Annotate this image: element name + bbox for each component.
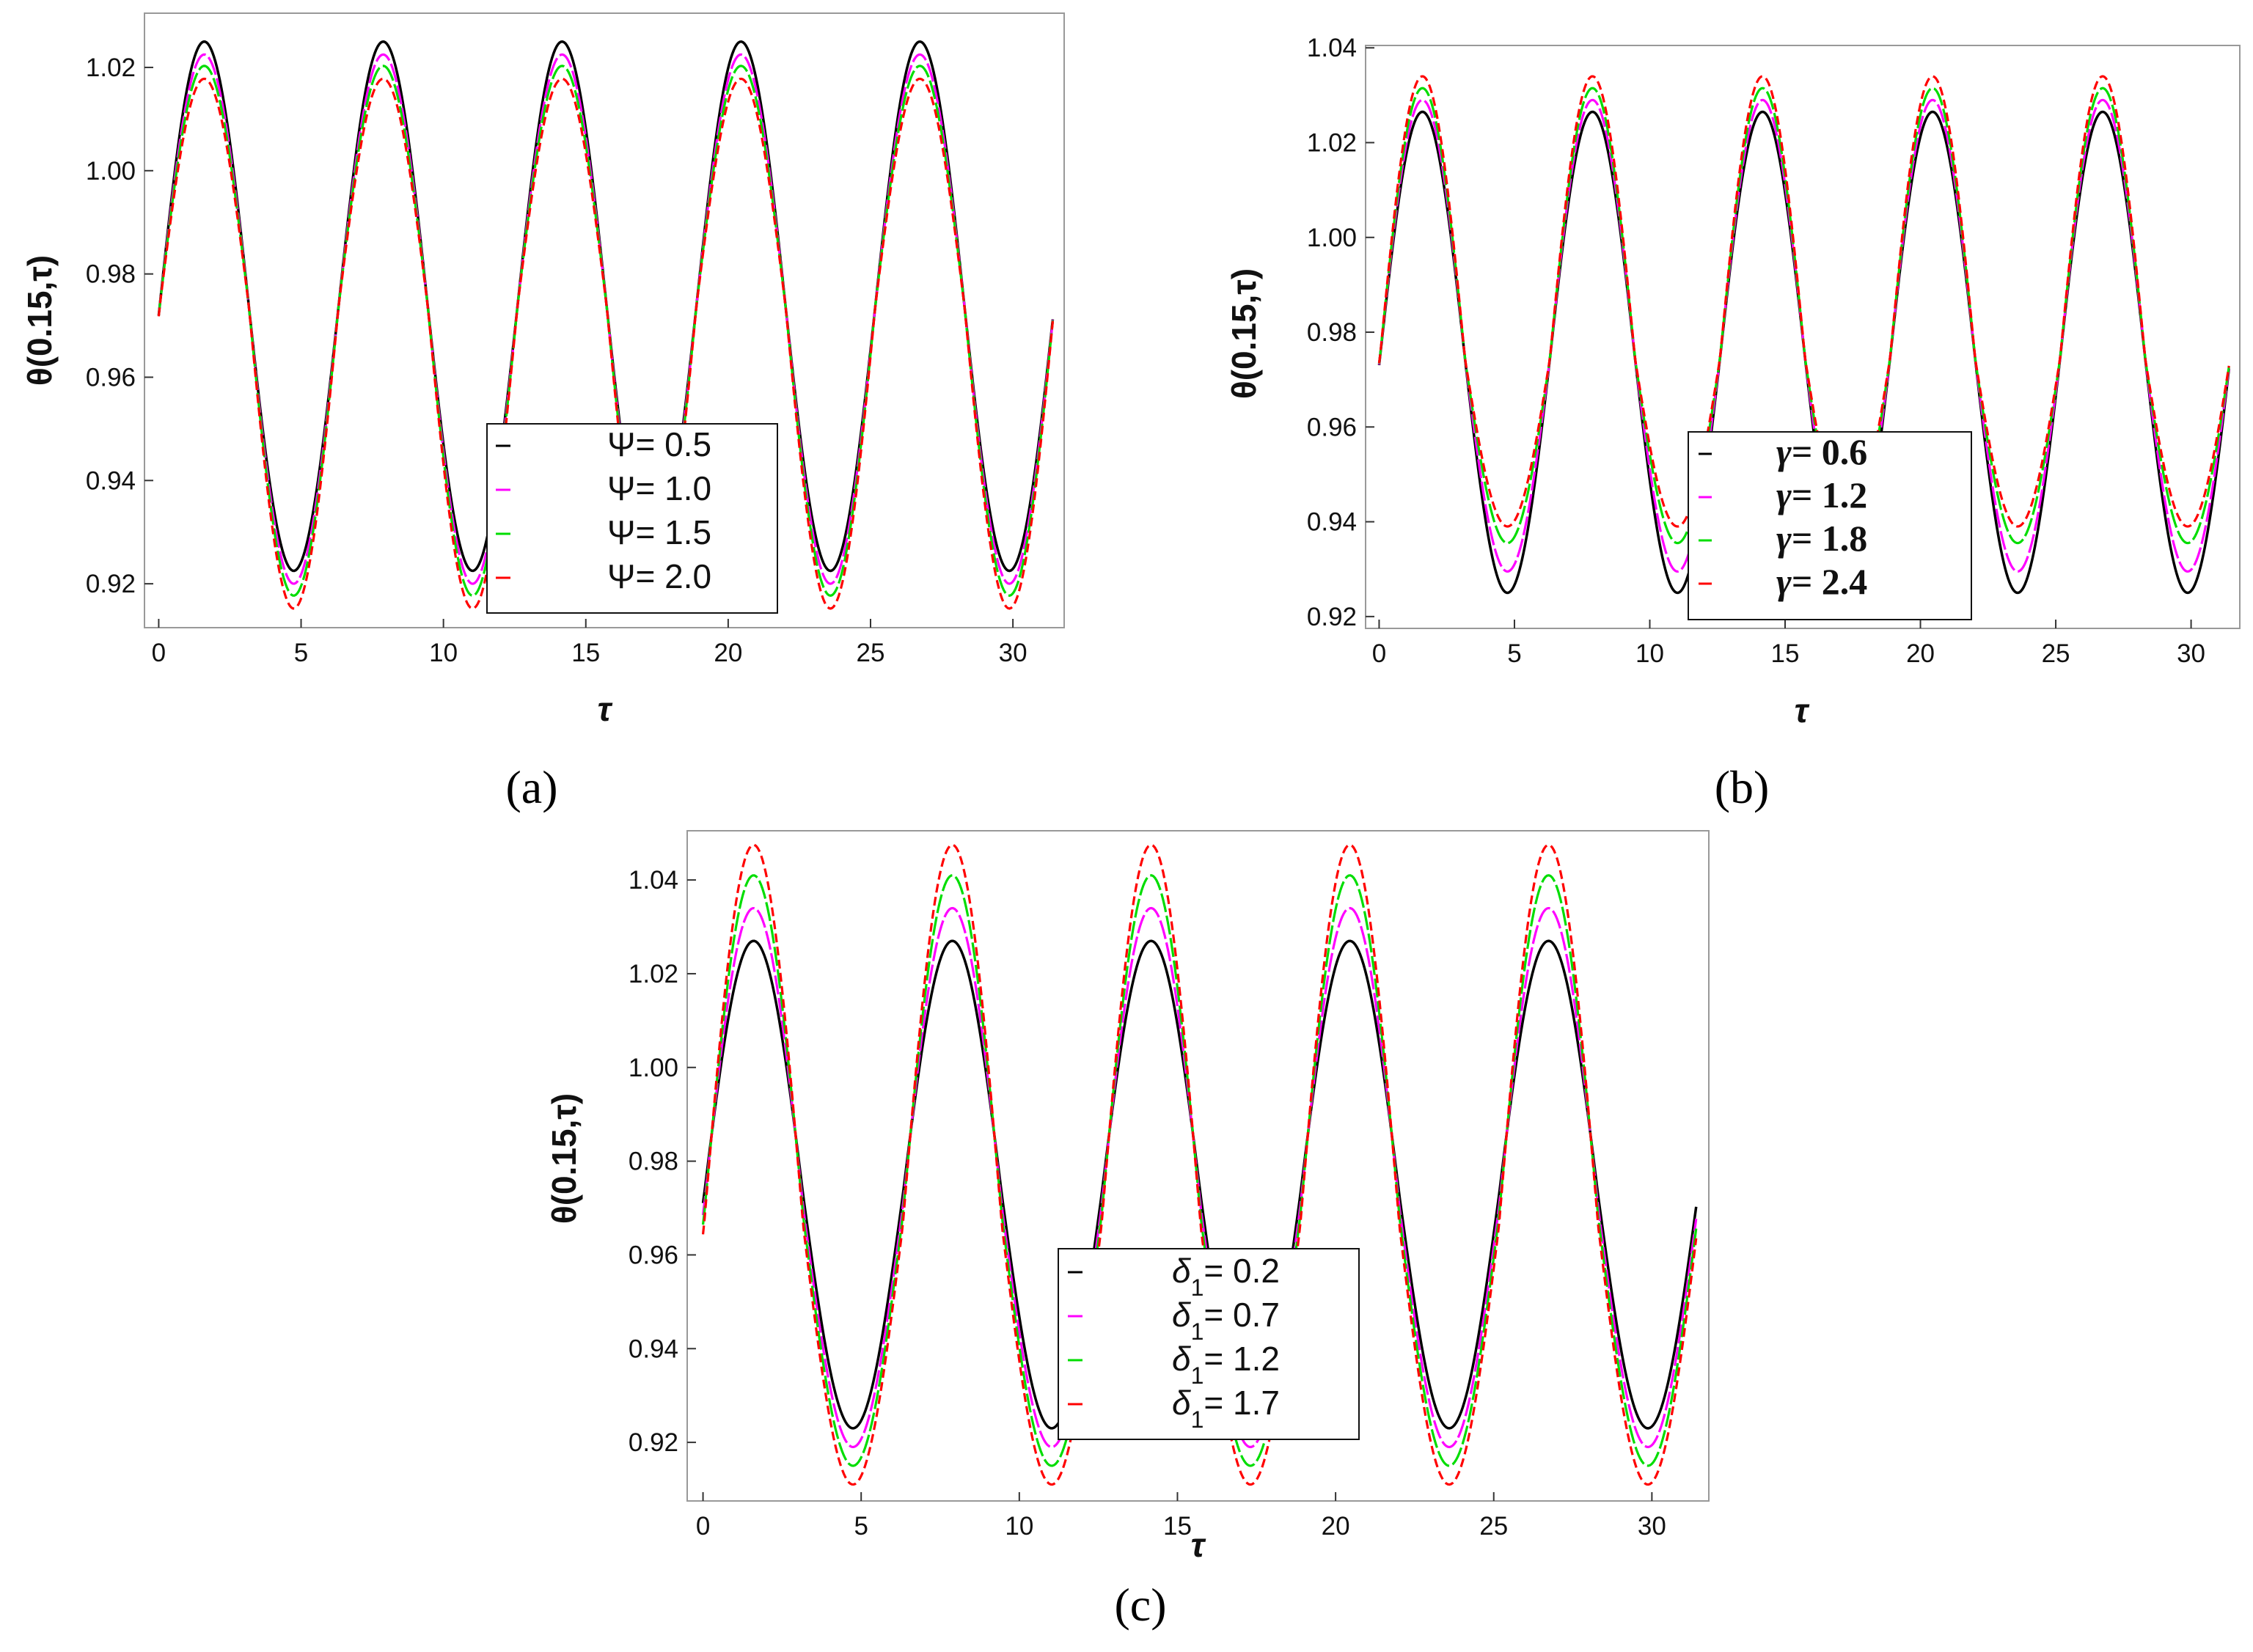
x-tick-label: 5 (1507, 639, 1521, 668)
x-axis-label: τ (598, 690, 613, 728)
x-tick-label: 0 (152, 639, 166, 667)
y-tick-label: 0.94 (1307, 508, 1357, 537)
legend-entry: γ= 0.6 (1776, 431, 1867, 472)
y-tick-label: 1.02 (86, 54, 136, 82)
x-tick-label: 15 (571, 639, 600, 667)
x-tick-label: 10 (429, 639, 458, 667)
series-lines (701, 843, 1698, 1486)
series-lines (157, 40, 1055, 610)
y-axis: 0.92 0.94 0.96 0.98 1.00 1.02 1.04 (1307, 34, 1374, 631)
x-tick-label: 5 (854, 1512, 868, 1541)
legend: Ψ= 0.5 Ψ= 1.0 Ψ= 1.5 Ψ= 2.0 (486, 423, 778, 614)
y-tick-label: 0.96 (1307, 413, 1357, 441)
x-tick-label: 25 (2042, 639, 2070, 668)
x-tick-label: 20 (714, 639, 742, 667)
y-tick-label: 0.98 (1307, 318, 1357, 347)
x-axis-label: τ (1795, 691, 1810, 730)
legend-entry: Ψ= 1.5 (607, 513, 711, 551)
panel-caption: (b) (1715, 761, 1770, 813)
x-tick-label: 25 (857, 639, 885, 667)
legend-entry: γ= 1.8 (1776, 518, 1867, 559)
x-axis: 0 5 10 15 20 25 30 (696, 1492, 1666, 1541)
x-axis-label: τ (1191, 1526, 1206, 1564)
series-line (1377, 75, 2230, 528)
panel-c: 0.92 0.94 0.96 0.98 1.00 1.02 1.04 0 5 10 15 20 25 3… (545, 830, 1710, 1631)
y-tick-label: 1.02 (1307, 129, 1357, 158)
x-tick-label: 30 (2177, 639, 2205, 668)
x-tick-label: 10 (1005, 1512, 1033, 1541)
legend-entry: γ= 2.4 (1776, 561, 1867, 602)
legend-entry: Ψ= 1.0 (607, 469, 711, 507)
x-tick-label: 30 (999, 639, 1027, 667)
series-line (157, 77, 1055, 610)
legend-box (486, 423, 778, 614)
x-tick-label: 15 (1771, 639, 1800, 668)
legend: γ= 0.6γ= 1.2γ= 1.8γ= 2.4 (1688, 431, 1972, 620)
x-tick-label: 5 (294, 639, 308, 667)
y-tick-label: 0.92 (629, 1428, 678, 1457)
y-tick-label: 1.00 (629, 1054, 678, 1082)
y-tick-label: 1.04 (629, 866, 678, 895)
legend-entry: δ1= 1.2 (1172, 1340, 1280, 1389)
legend: δ1= 0.2δ1= 0.7δ1= 1.2δ1= 1.7 (1058, 1248, 1360, 1440)
legend-entry: Ψ= 0.5 (607, 425, 711, 463)
legend-entry: δ1= 0.7 (1172, 1296, 1280, 1345)
y-tick-label: 0.92 (1307, 603, 1357, 631)
panel-caption: (c) (1114, 1579, 1166, 1631)
y-tick-label: 0.98 (86, 260, 136, 289)
series-line (1377, 87, 2230, 545)
legend-entry: γ= 1.2 (1776, 474, 1867, 515)
panel-caption: (a) (505, 761, 557, 813)
legend-entry: Ψ= 2.0 (607, 557, 711, 595)
series-line (701, 939, 1698, 1430)
x-tick-label: 10 (1635, 639, 1664, 668)
y-axis-label: θ(0.15,τ) (1225, 268, 1263, 399)
legend-entry: δ1= 1.7 (1172, 1384, 1280, 1433)
y-tick-label: 1.04 (1307, 34, 1357, 62)
y-axis: 0.92 0.94 0.96 0.98 1.00 1.02 1.04 (629, 866, 696, 1457)
y-tick-label: 0.94 (629, 1335, 678, 1363)
x-tick-label: 30 (1638, 1512, 1666, 1541)
panel-b: 0.92 0.94 0.96 0.98 1.00 1.02 1.04 0 5 10 15 20 25 3… (1225, 34, 2241, 813)
y-tick-label: 1.00 (86, 157, 136, 186)
y-axis: 0.92 0.94 0.96 0.98 1.00 1.02 (86, 54, 153, 598)
x-tick-label: 20 (1906, 639, 1935, 668)
x-tick-label: 0 (1372, 639, 1386, 668)
x-tick-label: 0 (696, 1512, 710, 1541)
y-axis-label: θ(0.15,τ) (21, 255, 59, 386)
x-tick-label: 15 (1163, 1512, 1192, 1541)
y-axis-label: θ(0.15,τ) (545, 1093, 583, 1224)
x-axis: 0 5 10 15 20 25 30 (152, 619, 1027, 667)
y-tick-label: 1.00 (1307, 224, 1357, 252)
panel-a: 0.92 0.94 0.96 0.98 1.00 1.02 0 5 10 15 20 25 30 θ(… (21, 12, 1065, 813)
y-tick-label: 0.92 (86, 570, 136, 598)
legend-entry: δ1= 0.2 (1172, 1252, 1280, 1301)
legend-box (1688, 431, 1972, 620)
y-tick-label: 0.94 (86, 466, 136, 495)
x-axis: 0 5 10 15 20 25 30 (1372, 620, 2205, 668)
legend-box (1058, 1248, 1360, 1440)
x-tick-label: 25 (1479, 1512, 1508, 1541)
x-tick-label: 20 (1322, 1512, 1350, 1541)
series-line (701, 843, 1698, 1486)
y-tick-label: 1.02 (629, 960, 678, 988)
y-tick-label: 0.96 (86, 363, 136, 392)
series-lines (1377, 75, 2230, 595)
y-tick-label: 0.96 (629, 1241, 678, 1269)
y-tick-label: 0.98 (629, 1148, 678, 1176)
